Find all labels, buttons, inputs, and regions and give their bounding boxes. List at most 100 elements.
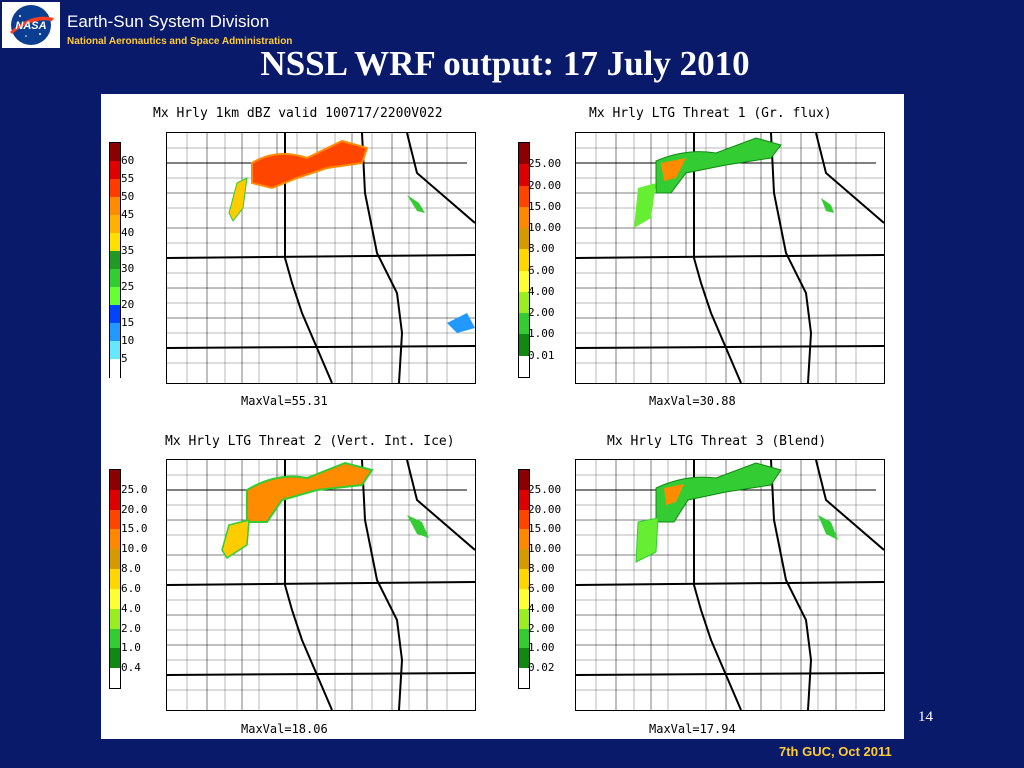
- panel-title: Mx Hrly LTG Threat 2 (Vert. Int. Ice): [165, 434, 455, 449]
- legend-color-segment: [110, 359, 120, 378]
- legend-color-segment: [110, 529, 120, 550]
- legend-color-segment: [110, 668, 120, 689]
- legend-tick-label: 15: [121, 316, 135, 329]
- map-plot: [166, 132, 476, 384]
- legend-tick-label: 10.00: [528, 542, 562, 556]
- legend-color-segment: [519, 249, 529, 272]
- legend-tick-label: 10: [121, 334, 135, 347]
- legend-color-segment: [519, 270, 529, 293]
- color-legend-labels: 25.0 20.0 15.0 10.0 8.0 6.0 4.0 2.0 1.0 0.4: [121, 469, 161, 687]
- legend-color-segment: [110, 197, 120, 216]
- legend-tick-label: 2.00: [528, 306, 555, 320]
- legend-tick-label: 45: [121, 208, 135, 221]
- legend-color-segment: [110, 143, 120, 162]
- max-value: MaxVal=18.06: [241, 722, 328, 736]
- legend-color-segment: [110, 470, 120, 491]
- legend-color-segment: [519, 628, 529, 649]
- legend-tick-label: 50: [121, 190, 135, 203]
- map-plot: [575, 132, 885, 384]
- legend-tick-label: 4.0: [121, 601, 141, 615]
- color-legend-labels: 25.00 20.00 15.00 10.00 8.00 6.00 4.00 2.00 1.00…: [528, 469, 572, 687]
- slide-footer: 7th GUC, Oct 2011: [779, 744, 892, 759]
- legend-color-segment: [519, 608, 529, 630]
- legend-tick-label: 2.00: [528, 621, 555, 635]
- legend-color-segment: [519, 509, 529, 530]
- legend-color-segment: [519, 291, 529, 314]
- legend-color-segment: [110, 251, 120, 270]
- legend-tick-label: 4.00: [528, 284, 555, 298]
- legend-tick-label: 20.00: [528, 502, 562, 516]
- legend-color-segment: [519, 313, 529, 335]
- legend-tick-label: 30: [121, 262, 135, 275]
- legend-tick-label: 20.0: [121, 502, 148, 516]
- legend-tick-label: 25: [121, 280, 135, 293]
- org-name: Earth-Sun System Division: [67, 12, 270, 31]
- legend-color-segment: [519, 206, 529, 229]
- legend-tick-label: 10.0: [121, 542, 148, 556]
- legend-color-segment: [110, 323, 120, 342]
- color-legend-bar: [109, 142, 121, 378]
- legend-color-segment: [519, 489, 529, 511]
- legend-tick-label: 20: [121, 298, 135, 311]
- legend-tick-label: 0.02: [528, 661, 555, 675]
- legend-color-segment: [519, 569, 529, 590]
- max-value: MaxVal=30.88: [649, 394, 736, 408]
- legend-tick-label: 1.0: [121, 641, 141, 655]
- slide-number: 14: [918, 709, 933, 725]
- legend-color-segment: [519, 668, 529, 689]
- max-value: MaxVal=17.94: [649, 722, 736, 736]
- legend-color-segment: [519, 334, 529, 357]
- legend-tick-label: 55: [121, 172, 135, 185]
- legend-tick-label: 10.00: [528, 221, 562, 235]
- legend-tick-label: 35: [121, 244, 135, 257]
- color-legend-bar: [518, 469, 530, 689]
- legend-color-segment: [110, 628, 120, 649]
- wrf-figure: Mx Hrly 1km dBZ valid 100717/2200V022 60…: [101, 94, 904, 739]
- legend-color-segment: [110, 287, 120, 306]
- legend-color-segment: [519, 164, 529, 187]
- legend-color-segment: [110, 269, 120, 288]
- legend-color-segment: [110, 305, 120, 324]
- legend-color-segment: [110, 648, 120, 669]
- legend-color-segment: [110, 569, 120, 590]
- map-plot: [575, 459, 885, 711]
- legend-color-segment: [110, 588, 120, 610]
- panel-title: Mx Hrly LTG Threat 3 (Blend): [607, 434, 827, 449]
- county-map: [166, 459, 476, 711]
- county-map: [575, 459, 885, 711]
- legend-tick-label: 0.01: [528, 348, 555, 362]
- legend-color-segment: [110, 341, 120, 360]
- legend-color-segment: [519, 185, 529, 208]
- legend-tick-label: 6.00: [528, 263, 555, 277]
- legend-tick-label: 8.00: [528, 562, 555, 576]
- county-map: [166, 132, 476, 384]
- slide-title: NSSL WRF output: 17 July 2010: [260, 44, 750, 83]
- legend-color-segment: [519, 588, 529, 610]
- legend-color-segment: [519, 549, 529, 570]
- panel-title: Mx Hrly 1km dBZ valid 100717/2200V022: [153, 106, 443, 121]
- legend-color-segment: [110, 233, 120, 252]
- map-plot: [166, 459, 476, 711]
- legend-tick-label: 15.0: [121, 522, 148, 536]
- legend-tick-label: 6.00: [528, 581, 555, 595]
- legend-color-segment: [110, 161, 120, 180]
- legend-color-segment: [110, 179, 120, 198]
- legend-tick-label: 60: [121, 154, 135, 167]
- color-legend-bar: [518, 142, 530, 378]
- max-value: MaxVal=55.31: [241, 394, 328, 408]
- color-legend-bar: [109, 469, 121, 689]
- legend-tick-label: 1.00: [528, 327, 555, 341]
- legend-color-segment: [519, 143, 529, 165]
- org-subtitle: National Aeronautics and Space Administr…: [67, 36, 293, 47]
- color-legend-labels: 25.00 20.00 15.00 10.00 8.00 6.00 4.00 2.00 1.00…: [528, 142, 572, 376]
- legend-tick-label: 15.00: [528, 522, 562, 536]
- legend-tick-label: 6.0: [121, 581, 141, 595]
- legend-tick-label: 4.00: [528, 601, 555, 615]
- county-map: [575, 132, 885, 384]
- legend-color-segment: [519, 470, 529, 491]
- legend-color-segment: [110, 489, 120, 511]
- legend-color-segment: [519, 228, 529, 250]
- legend-tick-label: 25.00: [528, 482, 562, 496]
- nasa-logo: NASA: [2, 2, 60, 48]
- legend-color-segment: [519, 648, 529, 669]
